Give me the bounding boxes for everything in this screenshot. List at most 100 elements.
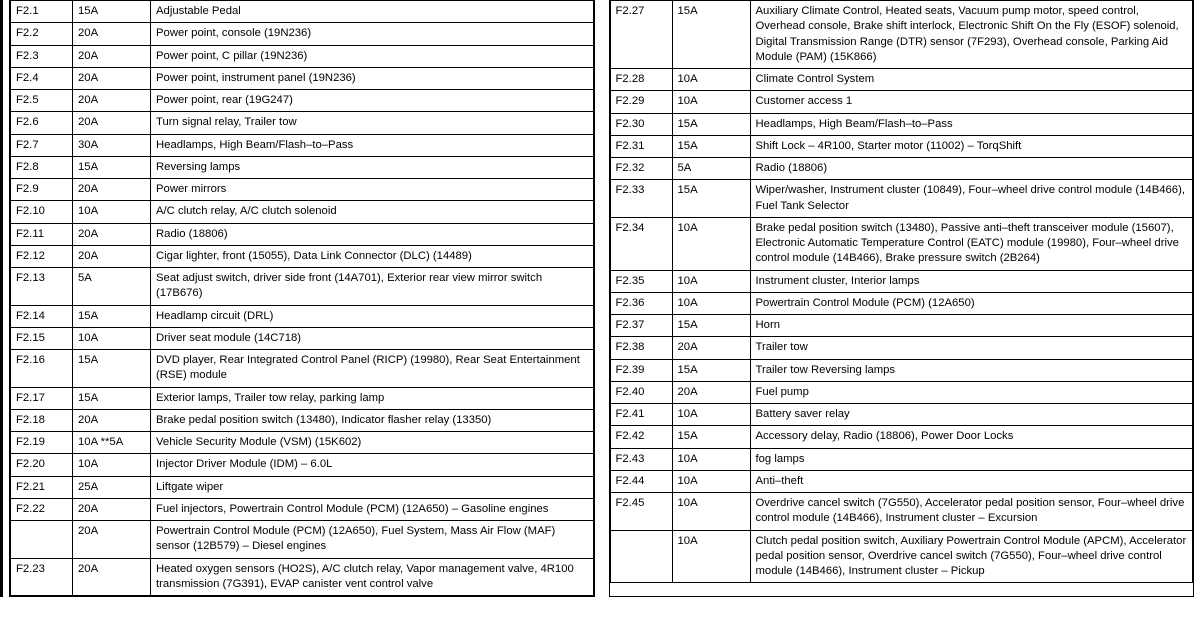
fuse-desc-cell: Shift Lock – 4R100, Starter motor (11002… bbox=[750, 135, 1193, 157]
fuse-id-cell: F2.10 bbox=[11, 201, 73, 223]
table-row: F2.3820ATrailer tow bbox=[610, 337, 1193, 359]
fuse-id-cell: F2.29 bbox=[610, 91, 672, 113]
table-row: F2.3015AHeadlamps, High Beam/Flash–to–Pa… bbox=[610, 113, 1193, 135]
fuse-id-cell: F2.31 bbox=[610, 135, 672, 157]
table-row: F2.1220ACigar lighter, front (15055), Da… bbox=[11, 245, 594, 267]
fuse-id-cell: F2.23 bbox=[11, 558, 73, 596]
table-row: F2.325ARadio (18806) bbox=[610, 158, 1193, 180]
fuse-desc-cell: Reversing lamps bbox=[151, 156, 594, 178]
fuse-desc-cell: Headlamps, High Beam/Flash–to–Pass bbox=[151, 134, 594, 156]
fuse-desc-cell: Exterior lamps, Trailer tow relay, parki… bbox=[151, 387, 594, 409]
fuse-id-cell: F2.15 bbox=[11, 327, 73, 349]
table-row: F2.815AReversing lamps bbox=[11, 156, 594, 178]
fuse-desc-cell: Power point, C pillar (19N236) bbox=[151, 45, 594, 67]
fuse-desc-cell: DVD player, Rear Integrated Control Pane… bbox=[151, 350, 594, 388]
fuse-desc-cell: Auxiliary Climate Control, Heated seats,… bbox=[750, 1, 1193, 69]
table-row: 20APowertrain Control Module (PCM) (12A6… bbox=[11, 521, 594, 559]
fuse-desc-cell: Anti–theft bbox=[750, 470, 1193, 492]
fuse-id-cell: F2.11 bbox=[11, 223, 73, 245]
fuse-id-cell: F2.4 bbox=[11, 67, 73, 89]
fuse-desc-cell: Cigar lighter, front (15055), Data Link … bbox=[151, 245, 594, 267]
fuse-id-cell: F2.20 bbox=[11, 454, 73, 476]
fuse-desc-cell: Wiper/washer, Instrument cluster (10849)… bbox=[750, 180, 1193, 218]
fuse-id-cell: F2.3 bbox=[11, 45, 73, 67]
fuse-desc-cell: Battery saver relay bbox=[750, 404, 1193, 426]
fuse-id-cell bbox=[11, 521, 73, 559]
fuse-id-cell: F2.35 bbox=[610, 270, 672, 292]
fuse-id-cell: F2.18 bbox=[11, 409, 73, 431]
fuse-amp-cell: 10A bbox=[672, 470, 750, 492]
fuse-amp-cell: 10A bbox=[73, 327, 151, 349]
fuse-id-cell: F2.6 bbox=[11, 112, 73, 134]
fuse-id-cell: F2.40 bbox=[610, 381, 672, 403]
fuse-desc-cell: Seat adjust switch, driver side front (1… bbox=[151, 268, 594, 306]
fuse-id-cell: F2.5 bbox=[11, 90, 73, 112]
fuse-id-cell: F2.33 bbox=[610, 180, 672, 218]
fuse-table-left-column: F2.115AAdjustable PedalF2.220APower poin… bbox=[9, 0, 595, 597]
fuse-desc-cell: A/C clutch relay, A/C clutch solenoid bbox=[151, 201, 594, 223]
fuse-amp-cell: 15A bbox=[672, 113, 750, 135]
fuse-amp-cell: 20A bbox=[73, 521, 151, 559]
fuse-desc-cell: Climate Control System bbox=[750, 69, 1193, 91]
fuse-amp-cell: 15A bbox=[672, 135, 750, 157]
fuse-amp-cell: 15A bbox=[672, 1, 750, 69]
fuse-table-left: F2.115AAdjustable PedalF2.220APower poin… bbox=[10, 0, 594, 596]
fuse-desc-cell: Customer access 1 bbox=[750, 91, 1193, 113]
fuse-amp-cell: 20A bbox=[73, 90, 151, 112]
table-row: F2.4510AOverdrive cancel switch (7G550),… bbox=[610, 493, 1193, 531]
fuse-amp-cell: 10A bbox=[672, 69, 750, 91]
table-row: F2.135ASeat adjust switch, driver side f… bbox=[11, 268, 594, 306]
fuse-id-cell: F2.27 bbox=[610, 1, 672, 69]
fuse-amp-cell: 15A bbox=[73, 387, 151, 409]
fuse-desc-cell: Liftgate wiper bbox=[151, 476, 594, 498]
fuse-id-cell: F2.30 bbox=[610, 113, 672, 135]
fuse-desc-cell: Trailer tow Reversing lamps bbox=[750, 359, 1193, 381]
fuse-amp-cell: 15A bbox=[672, 180, 750, 218]
table-row: F2.3510AInstrument cluster, Interior lam… bbox=[610, 270, 1193, 292]
fuse-desc-cell: Power point, console (19N236) bbox=[151, 23, 594, 45]
fuse-amp-cell: 10A bbox=[73, 201, 151, 223]
fuse-desc-cell: Radio (18806) bbox=[151, 223, 594, 245]
fuse-desc-cell: Driver seat module (14C718) bbox=[151, 327, 594, 349]
fuse-id-cell: F2.38 bbox=[610, 337, 672, 359]
table-row: F2.3915ATrailer tow Reversing lamps bbox=[610, 359, 1193, 381]
fuse-id-cell: F2.19 bbox=[11, 432, 73, 454]
fuse-desc-cell: Trailer tow bbox=[750, 337, 1193, 359]
fuse-amp-cell: 10A bbox=[672, 530, 750, 583]
fuse-amp-cell: 10A bbox=[672, 217, 750, 270]
fuse-id-cell: F2.22 bbox=[11, 498, 73, 520]
fuse-amp-cell: 20A bbox=[73, 558, 151, 596]
fuse-desc-cell: Instrument cluster, Interior lamps bbox=[750, 270, 1193, 292]
table-row: F2.620ATurn signal relay, Trailer tow bbox=[11, 112, 594, 134]
fuse-desc-cell: Brake pedal position switch (13480), Pas… bbox=[750, 217, 1193, 270]
table-row: F2.1010AA/C clutch relay, A/C clutch sol… bbox=[11, 201, 594, 223]
table-row: F2.3410ABrake pedal position switch (134… bbox=[610, 217, 1193, 270]
fuse-desc-cell: Injector Driver Module (IDM) – 6.0L bbox=[151, 454, 594, 476]
fuse-table-right-column: F2.2715AAuxiliary Climate Control, Heate… bbox=[609, 0, 1195, 597]
fuse-id-cell: F2.42 bbox=[610, 426, 672, 448]
fuse-amp-cell: 10A bbox=[672, 292, 750, 314]
table-row: F2.4410AAnti–theft bbox=[610, 470, 1193, 492]
fuse-desc-cell: Accessory delay, Radio (18806), Power Do… bbox=[750, 426, 1193, 448]
fuse-amp-cell: 20A bbox=[73, 67, 151, 89]
fuse-id-cell: F2.17 bbox=[11, 387, 73, 409]
fuse-id-cell: F2.34 bbox=[610, 217, 672, 270]
table-row: F2.1820ABrake pedal position switch (134… bbox=[11, 409, 594, 431]
table-row: F2.320APower point, C pillar (19N236) bbox=[11, 45, 594, 67]
table-row: F2.2715AAuxiliary Climate Control, Heate… bbox=[610, 1, 1193, 69]
fuse-id-cell: F2.7 bbox=[11, 134, 73, 156]
table-row: F2.1120ARadio (18806) bbox=[11, 223, 594, 245]
table-row: F2.3715AHorn bbox=[610, 315, 1193, 337]
fuse-amp-cell: 15A bbox=[672, 426, 750, 448]
fuse-desc-cell: Brake pedal position switch (13480), Ind… bbox=[151, 409, 594, 431]
fuse-amp-cell: 10A bbox=[73, 454, 151, 476]
fuse-id-cell: F2.44 bbox=[610, 470, 672, 492]
fuse-desc-cell: Powertrain Control Module (PCM) (12A650) bbox=[750, 292, 1193, 314]
table-row: F2.3115AShift Lock – 4R100, Starter moto… bbox=[610, 135, 1193, 157]
table-row: F2.4020AFuel pump bbox=[610, 381, 1193, 403]
fuse-id-cell: F2.1 bbox=[11, 1, 73, 23]
fuse-amp-cell: 15A bbox=[672, 359, 750, 381]
fuse-id-cell: F2.36 bbox=[610, 292, 672, 314]
fuse-id-cell: F2.9 bbox=[11, 179, 73, 201]
fuse-amp-cell: 5A bbox=[73, 268, 151, 306]
